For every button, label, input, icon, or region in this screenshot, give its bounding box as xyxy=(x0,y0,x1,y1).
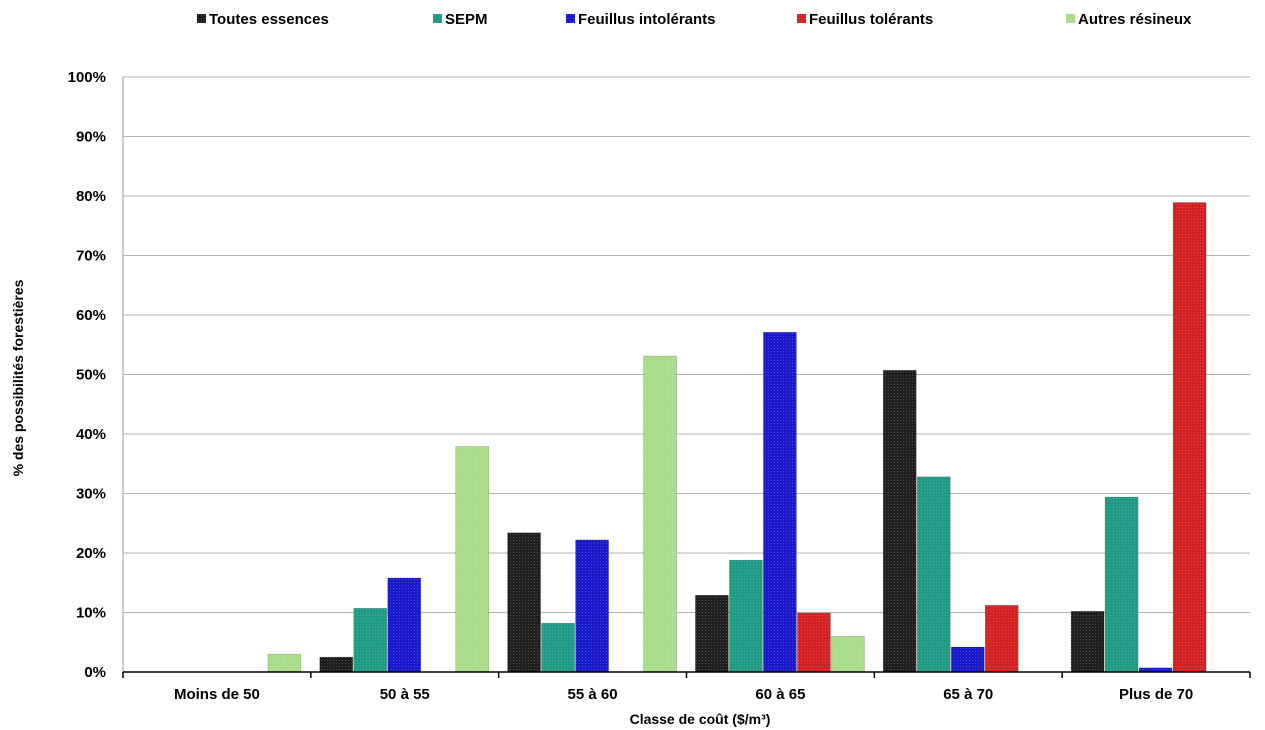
bar-toutes-essences xyxy=(507,532,541,673)
bar-sepm xyxy=(541,622,575,673)
bar-sepm xyxy=(353,608,388,673)
legend-label: Autres résineux xyxy=(1078,11,1192,28)
bar-toutes-essences xyxy=(882,370,917,673)
y-tick-label: 20% xyxy=(76,545,106,562)
y-tick-label: 60% xyxy=(76,307,106,324)
bar-sepm xyxy=(729,559,763,673)
bar-toutes-essences xyxy=(1070,611,1105,673)
legend-label: Toutes essences xyxy=(209,11,329,28)
y-tick-label: 0% xyxy=(84,664,106,681)
y-tick-label: 50% xyxy=(76,367,106,384)
bar-sepm xyxy=(1104,496,1139,673)
bar-feuillus-tol-rants xyxy=(984,605,1019,673)
bar-feuillus-intol-rants xyxy=(950,646,985,673)
bar-toutes-essences xyxy=(319,656,354,673)
y-tick-labels: 0% 10% 20% 30% 40% 50% 60% 70% 80% 90% 100% xyxy=(68,69,106,681)
x-tick-label: 65 à 70 xyxy=(943,686,993,703)
bar-autres-r-sineux xyxy=(643,355,677,673)
legend-swatch xyxy=(1066,14,1075,23)
bar-autres-r-sineux xyxy=(267,653,302,673)
bar-feuillus-intol-rants xyxy=(387,577,422,673)
bar-autres-r-sineux xyxy=(455,446,490,673)
x-axis-title: Classe de coût ($/m³) xyxy=(630,711,771,727)
legend-label: Feuillus tolérants xyxy=(809,11,933,28)
y-tick-label: 30% xyxy=(76,486,106,503)
x-tick-label: 60 à 65 xyxy=(755,686,805,703)
x-tick-label: Plus de 70 xyxy=(1119,686,1193,703)
y-tick-label: 80% xyxy=(76,188,106,205)
y-tick-label: 100% xyxy=(68,69,106,86)
bars xyxy=(267,202,1207,673)
y-tick-label: 70% xyxy=(76,248,106,265)
bar-feuillus-tol-rants xyxy=(797,612,831,673)
bar-toutes-essences xyxy=(695,594,729,673)
legend-label: SEPM xyxy=(445,11,488,28)
bar-feuillus-tol-rants xyxy=(1172,202,1207,673)
legend-swatch xyxy=(797,14,806,23)
legend-swatch xyxy=(433,14,442,23)
y-axis-title: % des possibilités forestières xyxy=(10,279,26,476)
legend: Toutes essences SEPM Feuillus intolérants F… xyxy=(197,11,1192,28)
x-tick-label: 50 à 55 xyxy=(380,686,430,703)
grid-lines xyxy=(123,76,1250,613)
bar-autres-r-sineux xyxy=(831,635,865,673)
legend-label: Feuillus intolérants xyxy=(578,11,716,28)
x-tick-label: Moins de 50 xyxy=(174,686,260,703)
x-tick-label: 55 à 60 xyxy=(568,686,618,703)
axes xyxy=(122,77,1251,678)
y-tick-label: 90% xyxy=(76,129,106,146)
y-tick-label: 10% xyxy=(76,605,106,622)
legend-swatch xyxy=(197,14,206,23)
bar-feuillus-intol-rants xyxy=(763,331,797,673)
legend-swatch xyxy=(566,14,575,23)
bar-sepm xyxy=(916,476,951,673)
x-tick-labels: Moins de 50 50 à 55 55 à 60 60 à 65 65 à 70 P… xyxy=(174,686,1193,703)
bar-feuillus-intol-rants xyxy=(575,539,609,673)
y-tick-label: 40% xyxy=(76,426,106,443)
